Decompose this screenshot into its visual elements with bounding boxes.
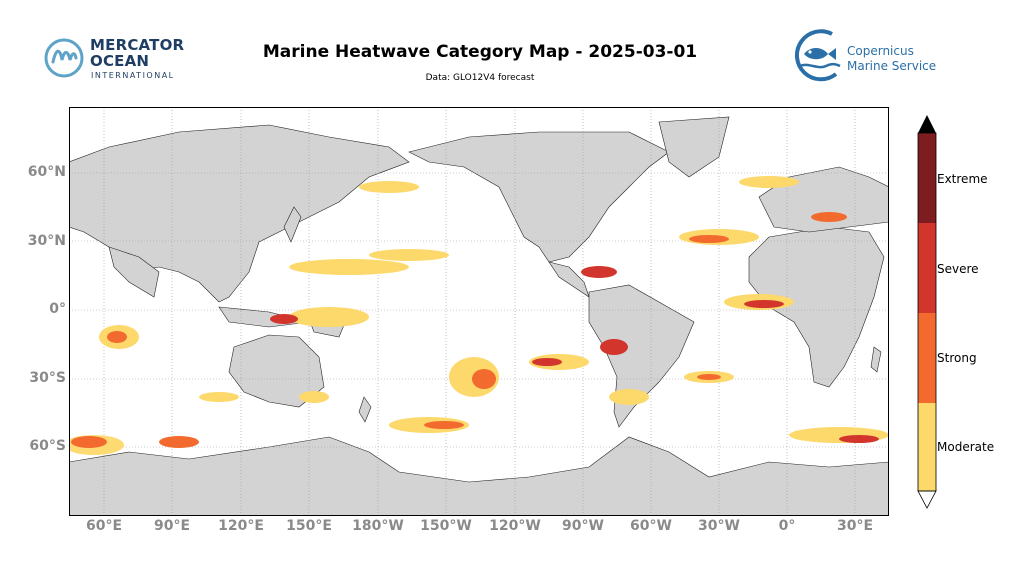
land-newzealand: [358, 396, 372, 423]
lon-label-150e: 150°E: [286, 518, 332, 534]
colorbar-top-arrow: [918, 115, 936, 133]
mhw-patch: [299, 391, 329, 403]
mercator-wave-icon: [44, 38, 84, 78]
mhw-patch: [600, 339, 628, 355]
lat-label-60s: 60°S: [29, 438, 66, 454]
lon-label-90w: 90°W: [562, 518, 604, 534]
lon-label-150w: 150°W: [420, 518, 472, 534]
land-madagascar: [870, 346, 882, 373]
mercator-ocean-logo: MERCATOR OCEAN INTERNATIONAL: [44, 36, 204, 80]
heatwave-layer: [69, 176, 889, 455]
mhw-patch: [107, 331, 127, 343]
logo-right-line1: Copernicus: [847, 44, 914, 58]
mhw-patch: [697, 374, 721, 380]
mhw-patch: [532, 358, 562, 366]
logo-left-line1: MERCATOR: [90, 36, 185, 54]
lon-label-90e: 90°E: [153, 518, 191, 534]
land-india: [108, 246, 160, 298]
header: MERCATOR OCEAN INTERNATIONAL Marine Heat…: [0, 0, 1024, 100]
lon-label-0: 0°: [778, 518, 796, 534]
logo-left-line3: INTERNATIONAL: [91, 71, 175, 80]
mhw-patch: [424, 421, 464, 429]
mhw-patch: [689, 235, 729, 243]
land-japan: [283, 206, 302, 243]
lon-label-30w: 30°W: [698, 518, 740, 534]
mhw-patch: [839, 435, 879, 443]
colorbar-extreme: [918, 133, 936, 223]
mhw-patch: [581, 266, 617, 278]
land-africa: [748, 226, 885, 388]
page-subtitle: Data: GLO12V4 forecast: [425, 73, 535, 83]
mhw-patch: [159, 436, 199, 448]
colorbar-severe: [918, 223, 936, 313]
logo-right-line2: Marine Service: [847, 59, 937, 73]
mhw-patch: [739, 176, 799, 188]
lon-label-30e: 30°E: [836, 518, 874, 534]
colorbar-strong: [918, 313, 936, 403]
copernicus-fish-icon: [795, 29, 841, 82]
lat-label-0: 0°: [49, 301, 66, 317]
mhw-patch: [199, 392, 239, 402]
legend-label-extreme: Extreme: [937, 172, 988, 186]
colorbar-moderate: [918, 403, 936, 491]
legend-label-severe: Severe: [937, 262, 979, 276]
legend-label-moderate: Moderate: [937, 440, 995, 454]
mhw-patch: [369, 249, 449, 261]
lon-label-60e: 60°E: [85, 518, 123, 534]
mhw-patch: [289, 259, 409, 275]
land-antarctica: [69, 436, 889, 516]
mhw-patch: [472, 369, 496, 389]
lon-label-180w: 180°W: [352, 518, 404, 534]
colorbar-bottom-arrow: [917, 490, 937, 509]
lat-label-60n: 60°N: [27, 164, 66, 180]
legend-colorbar: [917, 115, 937, 509]
lon-label-120e: 120°E: [218, 518, 264, 534]
page-title: Marine Heatwave Category Map - 2025-03-0…: [262, 42, 698, 62]
lon-label-120w: 120°W: [489, 518, 541, 534]
lat-label-30s: 30°S: [29, 370, 66, 386]
mhw-patch: [289, 307, 369, 327]
land-north-america: [408, 131, 670, 263]
logo-left-line2: OCEAN: [90, 52, 150, 70]
legend-label-strong: Strong: [937, 351, 977, 365]
lon-label-60w: 60°W: [630, 518, 672, 534]
mhw-patch: [744, 300, 784, 308]
heatwave-map: [69, 107, 889, 516]
mhw-patch: [270, 314, 298, 324]
mhw-patch: [609, 389, 649, 405]
map-canvas: [69, 107, 889, 516]
copernicus-marine-logo: Copernicus Marine Service: [792, 28, 952, 84]
land-greenland: [658, 116, 730, 178]
mhw-patch: [71, 436, 107, 448]
lat-label-30n: 30°N: [27, 233, 66, 249]
mhw-patch: [359, 181, 419, 193]
map-frame: [69, 107, 889, 516]
mhw-patch: [811, 212, 847, 222]
